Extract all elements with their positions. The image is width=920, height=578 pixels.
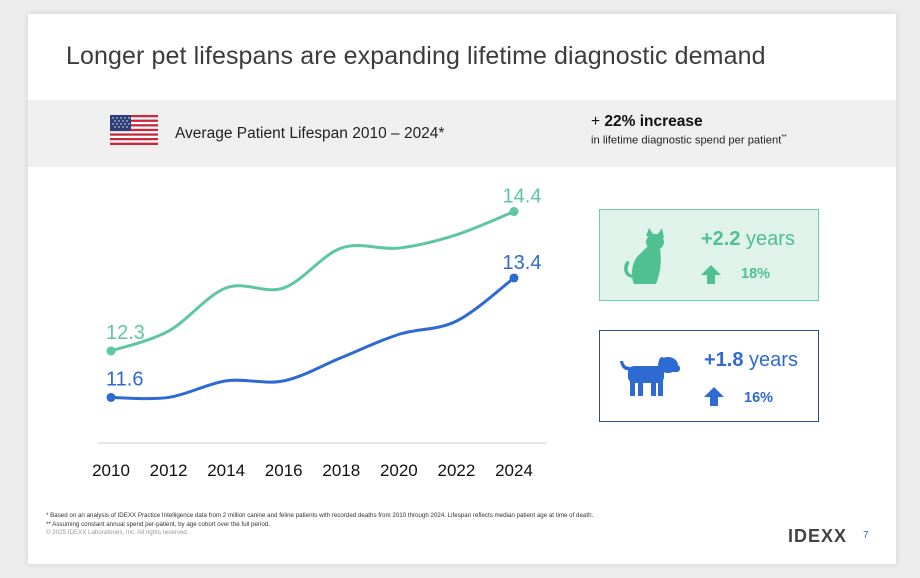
cat-end-label: 14.4 [503, 186, 542, 208]
series-layer: 12.3 14.4 11.6 13.4 [106, 186, 541, 402]
cat-unit: years [746, 228, 795, 250]
cat-years-value: +2.2 years [701, 228, 795, 251]
cat-end-point [509, 207, 519, 217]
x-tick-label: 2018 [322, 461, 360, 480]
cat-stat-card: +2.2 years 18% [599, 209, 819, 301]
increase-callout: + 22% increase in lifetime diagnostic sp… [591, 113, 787, 147]
dog-years-value: +1.8 years [704, 349, 798, 372]
chart-title: Average Patient Lifespan 2010 – 2024* [175, 125, 445, 142]
cat-pct: 18% [741, 266, 771, 282]
x-tick-label: 2010 [92, 461, 130, 480]
dog-stat-card: +1.8 years 16% [599, 330, 819, 422]
x-tick-label: 2016 [265, 461, 303, 480]
dog-end-label: 13.4 [503, 252, 542, 274]
dog-value: +1.8 [704, 349, 744, 371]
cat-series-line [110, 210, 515, 353]
x-tick-label: 2014 [207, 461, 245, 480]
increase-subtext-text: in lifetime diagnostic spend per patient [591, 134, 782, 147]
tick-layer: 2010 2012 2014 2016 2018 2020 2022 2024 [92, 461, 533, 480]
dog-series-line [110, 276, 515, 401]
cat-icon [624, 228, 664, 284]
increase-value: 22% increase [604, 113, 703, 130]
up-arrow-icon [704, 387, 724, 406]
footnotes: * Based on an analysis of IDEXX Practice… [46, 512, 593, 538]
x-tick-label: 2024 [495, 461, 533, 480]
cat-value: +2.2 [701, 228, 741, 250]
increase-subtext: in lifetime diagnostic spend per patient… [591, 134, 787, 147]
footnote-1: * Based on an analysis of IDEXX Practice… [46, 512, 594, 519]
page-number: 7 [863, 530, 869, 541]
dog-start-label: 11.6 [106, 368, 143, 390]
increase-subtext-mark: ** [781, 134, 787, 141]
us-flag-icon [110, 115, 158, 145]
dog-icon [620, 357, 680, 396]
increase-prefix: + [591, 113, 605, 130]
dog-pct: 16% [744, 390, 774, 406]
x-tick-label: 2022 [438, 461, 476, 480]
increase-headline: + 22% increase [591, 113, 787, 131]
lifespan-line-chart: 12.3 14.4 11.6 13.4 2010 2012 2014 2016 2018 202… [92, 186, 546, 480]
footnote-2: ** Assuming constant annual spend per-pa… [46, 520, 270, 528]
dog-end-point [509, 273, 519, 283]
x-tick-label: 2020 [380, 461, 418, 480]
page-title: Longer pet lifespans are expanding lifet… [66, 42, 766, 70]
cat-start-point [106, 346, 116, 356]
dog-start-point [106, 392, 116, 402]
copyright: © 2025 IDEXX Laboratories, Inc. All righ… [46, 529, 189, 537]
dog-unit: years [749, 349, 798, 371]
slide: Longer pet lifespans are expanding lifet… [28, 14, 896, 564]
x-tick-label: 2012 [150, 461, 188, 480]
idexx-logo: IDEXX [788, 526, 848, 546]
cat-start-label: 12.3 [106, 322, 145, 344]
header-band [28, 100, 896, 167]
up-arrow-icon [701, 265, 721, 284]
